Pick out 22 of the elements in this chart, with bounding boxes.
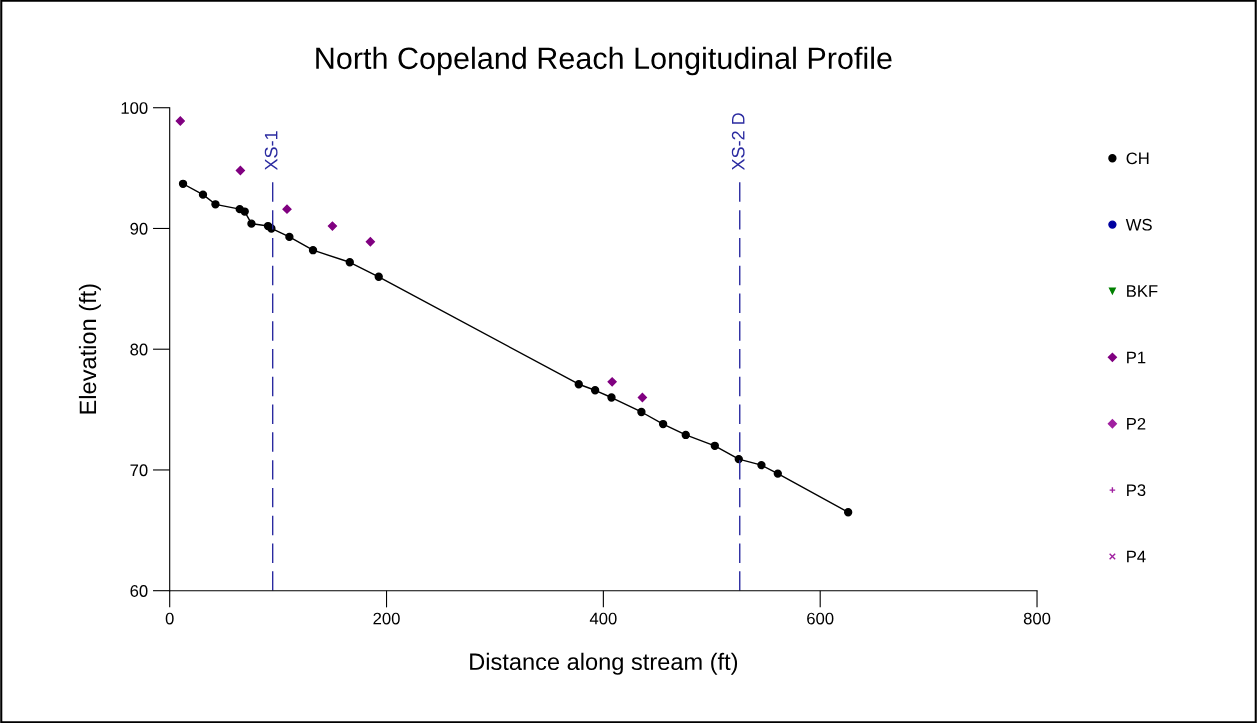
y-tick-label: 90 xyxy=(130,222,148,235)
legend-label: P3 xyxy=(1127,484,1146,497)
legend-label: P2 xyxy=(1127,417,1146,430)
ref-line-label: XS-1 xyxy=(264,131,278,171)
x-tick-label: 800 xyxy=(1023,612,1051,625)
legend-label: WS xyxy=(1125,218,1152,231)
x-tick-label: 200 xyxy=(373,612,400,625)
x-tick-label: 0 xyxy=(165,612,174,625)
legend-label: P4 xyxy=(1127,550,1146,563)
legend-label: CH xyxy=(1126,152,1149,165)
x-tick-label: 400 xyxy=(589,612,617,625)
y-tick-label: 60 xyxy=(130,585,148,597)
x-axis-title: Distance along stream (ft) xyxy=(470,652,738,675)
legend-label: P1 xyxy=(1127,351,1146,364)
y-tick-label: 100 xyxy=(121,102,148,114)
x-tick-label: 600 xyxy=(807,612,834,625)
legend-label: BKF xyxy=(1127,285,1158,297)
chart-title: North Copeland Reach Longitudinal Profile xyxy=(316,46,892,76)
ref-line-label: XS-2 D xyxy=(731,113,745,171)
y-axis-title: Elevation (ft) xyxy=(78,284,101,414)
y-tick-label: 70 xyxy=(130,464,148,477)
y-tick-label: 80 xyxy=(130,343,148,356)
